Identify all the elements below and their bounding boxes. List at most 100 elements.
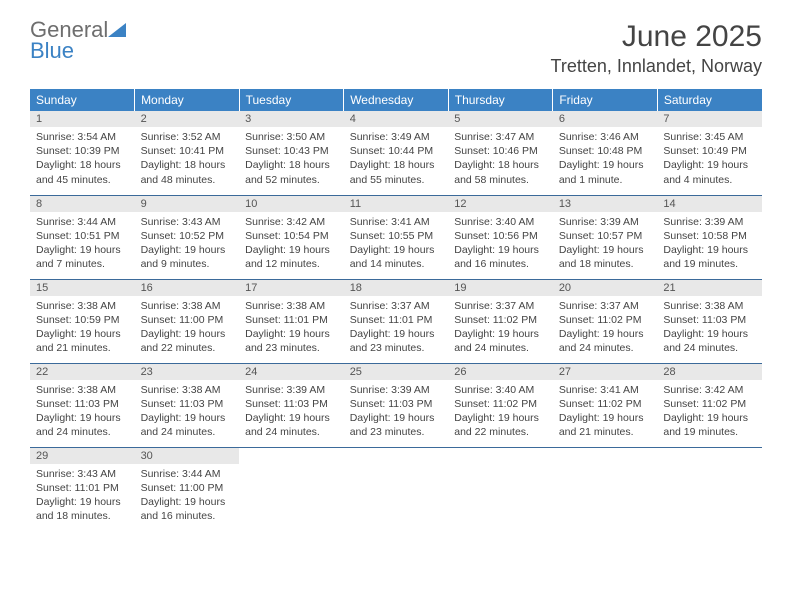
- weekday-header: Thursday: [448, 89, 553, 111]
- month-title: June 2025: [551, 20, 762, 54]
- calendar-day-cell: 9Sunrise: 3:43 AMSunset: 10:52 PMDayligh…: [135, 195, 240, 279]
- daylight-text: Daylight: 19 hours and 24 minutes.: [141, 411, 234, 439]
- sunset-text: Sunset: 11:03 PM: [245, 397, 338, 411]
- calendar-day-cell: 21Sunrise: 3:38 AMSunset: 11:03 PMDaylig…: [657, 279, 762, 363]
- sunrise-text: Sunrise: 3:41 AM: [350, 215, 443, 229]
- sunrise-text: Sunrise: 3:37 AM: [454, 299, 547, 313]
- sunset-text: Sunset: 10:49 PM: [663, 144, 756, 158]
- calendar-day-cell: 12Sunrise: 3:40 AMSunset: 10:56 PMDaylig…: [448, 195, 553, 279]
- calendar-day-cell: 19Sunrise: 3:37 AMSunset: 11:02 PMDaylig…: [448, 279, 553, 363]
- day-content: Sunrise: 3:47 AMSunset: 10:46 PMDaylight…: [448, 127, 553, 190]
- day-content: Sunrise: 3:38 AMSunset: 10:59 PMDaylight…: [30, 296, 135, 359]
- calendar-week-row: 15Sunrise: 3:38 AMSunset: 10:59 PMDaylig…: [30, 279, 762, 363]
- day-number: 18: [344, 280, 449, 296]
- weekday-header: Sunday: [30, 89, 135, 111]
- sunrise-text: Sunrise: 3:38 AM: [245, 299, 338, 313]
- day-content: Sunrise: 3:39 AMSunset: 10:57 PMDaylight…: [553, 212, 658, 275]
- sunrise-text: Sunrise: 3:40 AM: [454, 215, 547, 229]
- calendar-day-cell: 27Sunrise: 3:41 AMSunset: 11:02 PMDaylig…: [553, 363, 658, 447]
- calendar-week-row: 8Sunrise: 3:44 AMSunset: 10:51 PMDayligh…: [30, 195, 762, 279]
- sunset-text: Sunset: 10:55 PM: [350, 229, 443, 243]
- day-number: 22: [30, 364, 135, 380]
- day-content: Sunrise: 3:54 AMSunset: 10:39 PMDaylight…: [30, 127, 135, 190]
- calendar-day-cell: 28Sunrise: 3:42 AMSunset: 11:02 PMDaylig…: [657, 363, 762, 447]
- day-number: 21: [657, 280, 762, 296]
- sunrise-text: Sunrise: 3:39 AM: [559, 215, 652, 229]
- sunrise-text: Sunrise: 3:41 AM: [559, 383, 652, 397]
- daylight-text: Daylight: 19 hours and 22 minutes.: [454, 411, 547, 439]
- day-content: Sunrise: 3:49 AMSunset: 10:44 PMDaylight…: [344, 127, 449, 190]
- calendar-day-cell: 26Sunrise: 3:40 AMSunset: 11:02 PMDaylig…: [448, 363, 553, 447]
- sunrise-text: Sunrise: 3:43 AM: [141, 215, 234, 229]
- day-content: Sunrise: 3:39 AMSunset: 11:03 PMDaylight…: [344, 380, 449, 443]
- sunset-text: Sunset: 11:00 PM: [141, 313, 234, 327]
- daylight-text: Daylight: 19 hours and 16 minutes.: [454, 243, 547, 271]
- day-number: 25: [344, 364, 449, 380]
- day-number: 11: [344, 196, 449, 212]
- daylight-text: Daylight: 18 hours and 55 minutes.: [350, 158, 443, 186]
- sunset-text: Sunset: 11:03 PM: [141, 397, 234, 411]
- sunrise-text: Sunrise: 3:37 AM: [559, 299, 652, 313]
- sunset-text: Sunset: 11:01 PM: [36, 481, 129, 495]
- calendar-day-cell: 11 Sunrise: 3:41 AMSunset: 10:55 PMDaylig…: [344, 195, 449, 279]
- daylight-text: Daylight: 18 hours and 52 minutes.: [245, 158, 338, 186]
- sunrise-text: Sunrise: 3:39 AM: [245, 383, 338, 397]
- daylight-text: Daylight: 19 hours and 24 minutes.: [36, 411, 129, 439]
- calendar-day-cell: 20Sunrise: 3:37 AMSunset: 11:02 PMDaylig…: [553, 279, 658, 363]
- logo-text: General Blue: [30, 20, 126, 62]
- day-content: Sunrise: 3:43 AMSunset: 11:01 PMDaylight…: [30, 464, 135, 527]
- day-content: Sunrise: 3:38 AMSunset: 11:01 PMDaylight…: [239, 296, 344, 359]
- day-content: Sunrise: 3:42 AMSunset: 10:54 PMDaylight…: [239, 212, 344, 275]
- daylight-text: Daylight: 19 hours and 4 minutes.: [663, 158, 756, 186]
- day-number: 19: [448, 280, 553, 296]
- day-number: 5: [448, 111, 553, 127]
- day-number: 28: [657, 364, 762, 380]
- day-number: 27: [553, 364, 658, 380]
- calendar-week-row: 29Sunrise: 3:43 AMSunset: 11:01 PMDaylig…: [30, 447, 762, 531]
- sunrise-text: Sunrise: 3:47 AM: [454, 130, 547, 144]
- sunset-text: Sunset: 11:02 PM: [559, 397, 652, 411]
- day-content: Sunrise: 3:46 AMSunset: 10:48 PMDaylight…: [553, 127, 658, 190]
- sunrise-text: Sunrise: 3:39 AM: [350, 383, 443, 397]
- day-number: 6: [553, 111, 658, 127]
- sunset-text: Sunset: 10:44 PM: [350, 144, 443, 158]
- daylight-text: Daylight: 19 hours and 9 minutes.: [141, 243, 234, 271]
- day-number: 17: [239, 280, 344, 296]
- calendar-week-row: 22Sunrise: 3:38 AMSunset: 11:03 PMDaylig…: [30, 363, 762, 447]
- calendar-day-cell: 1Sunrise: 3:54 AMSunset: 10:39 PMDayligh…: [30, 111, 135, 195]
- calendar-day-cell: 23Sunrise: 3:38 AMSunset: 11:03 PMDaylig…: [135, 363, 240, 447]
- day-content: Sunrise: 3:41 AMSunset: 11:02 PMDaylight…: [553, 380, 658, 443]
- day-number: 14: [657, 196, 762, 212]
- calendar-day-cell: 4Sunrise: 3:49 AMSunset: 10:44 PMDayligh…: [344, 111, 449, 195]
- daylight-text: Daylight: 19 hours and 1 minute.: [559, 158, 652, 186]
- day-number: 8: [30, 196, 135, 212]
- calendar-day-cell: 22Sunrise: 3:38 AMSunset: 11:03 PMDaylig…: [30, 363, 135, 447]
- day-content: Sunrise: 3:52 AMSunset: 10:41 PMDaylight…: [135, 127, 240, 190]
- sunrise-text: Sunrise: 3:38 AM: [141, 299, 234, 313]
- sunset-text: Sunset: 11:02 PM: [454, 397, 547, 411]
- daylight-text: Daylight: 19 hours and 24 minutes.: [663, 327, 756, 355]
- day-number: 20: [553, 280, 658, 296]
- daylight-text: Daylight: 19 hours and 19 minutes.: [663, 243, 756, 271]
- daylight-text: Daylight: 18 hours and 58 minutes.: [454, 158, 547, 186]
- sunrise-text: Sunrise: 3:45 AM: [663, 130, 756, 144]
- sunset-text: Sunset: 10:59 PM: [36, 313, 129, 327]
- calendar-day-cell: 17Sunrise: 3:38 AMSunset: 11:01 PMDaylig…: [239, 279, 344, 363]
- sunset-text: Sunset: 10:48 PM: [559, 144, 652, 158]
- weekday-header: Friday: [553, 89, 658, 111]
- day-number: 24: [239, 364, 344, 380]
- sunset-text: Sunset: 10:56 PM: [454, 229, 547, 243]
- sunrise-text: Sunrise: 3:38 AM: [36, 299, 129, 313]
- sunset-text: Sunset: 11:03 PM: [350, 397, 443, 411]
- sunrise-text: Sunrise: 3:39 AM: [663, 215, 756, 229]
- sunrise-text: Sunrise: 3:40 AM: [454, 383, 547, 397]
- calendar-day-cell: [448, 447, 553, 531]
- daylight-text: Daylight: 19 hours and 18 minutes.: [559, 243, 652, 271]
- daylight-text: Daylight: 19 hours and 12 minutes.: [245, 243, 338, 271]
- daylight-text: Daylight: 19 hours and 14 minutes.: [350, 243, 443, 271]
- calendar-day-cell: [239, 447, 344, 531]
- day-content: Sunrise: 3:44 AMSunset: 10:51 PMDaylight…: [30, 212, 135, 275]
- day-content: Sunrise: 3:37 AMSunset: 11:02 PMDaylight…: [448, 296, 553, 359]
- daylight-text: Daylight: 19 hours and 24 minutes.: [454, 327, 547, 355]
- day-number: 29: [30, 448, 135, 464]
